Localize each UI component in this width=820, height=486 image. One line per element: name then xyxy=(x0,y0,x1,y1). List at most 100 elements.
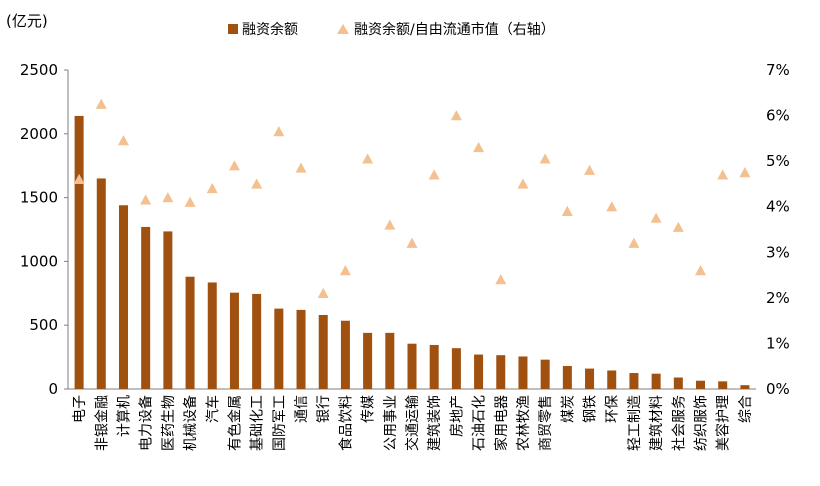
ratio-point xyxy=(628,237,640,248)
ratio-point xyxy=(228,160,240,171)
legend-swatch-triangle xyxy=(337,24,349,34)
bar xyxy=(673,377,683,389)
legend-swatch-bar xyxy=(228,24,238,34)
right-axis-tick-label: 1% xyxy=(766,334,790,352)
bar xyxy=(740,385,750,389)
bar xyxy=(96,178,106,389)
bar xyxy=(496,355,506,389)
category-labels: 电子 非银金融 计算机 电力设备 医药生物 机械设备 汽车 有色金属 基础化工 国防军工 通信 银行食… xyxy=(72,395,754,451)
ratio-point xyxy=(606,201,618,212)
right-axis-tick-label: 0% xyxy=(766,380,790,398)
category-label: 家用电器 xyxy=(493,395,510,451)
bar xyxy=(229,292,239,389)
legend-label-bar: 融资余额 xyxy=(242,21,298,38)
bar-series xyxy=(74,115,750,389)
bar xyxy=(718,381,728,389)
legend: 融资余额 融资余额/自由流通市值（右轴） xyxy=(228,21,555,38)
ratio-point xyxy=(117,135,129,146)
ratio-point xyxy=(450,110,462,121)
left-axis-tick-label: 500 xyxy=(29,316,58,334)
right-axis-tick-label: 5% xyxy=(766,152,790,170)
left-axis-tick-label: 1500 xyxy=(20,189,58,207)
bar xyxy=(585,368,595,389)
bar xyxy=(363,332,373,389)
category-label: 美容护理 xyxy=(715,395,732,451)
bar xyxy=(696,380,706,389)
bar xyxy=(141,226,151,389)
category-label: 轻工制造 xyxy=(627,395,643,451)
ratio-point xyxy=(406,237,418,248)
category-label: 石油石化 xyxy=(472,395,488,451)
category-label: 电力设备 xyxy=(138,395,155,451)
bar xyxy=(318,314,328,389)
category-label: 传媒 xyxy=(361,395,377,423)
bar xyxy=(385,332,395,389)
bar xyxy=(607,370,617,389)
bar xyxy=(540,359,550,389)
bar xyxy=(163,231,173,389)
category-label: 环保 xyxy=(605,395,621,423)
ratio-point xyxy=(517,178,529,189)
axes: 0 500 1000 1500 2000 2500 0% 1% 2% 3% 4% 5% 6% 7% xyxy=(20,61,790,398)
category-label: 社会服务 xyxy=(671,395,687,451)
ratio-point xyxy=(273,126,285,137)
ratio-point xyxy=(140,194,152,205)
ratio-point xyxy=(561,205,573,216)
category-label: 机械设备 xyxy=(182,395,199,451)
bar xyxy=(252,293,262,389)
bar xyxy=(340,320,350,389)
right-axis-tick-label: 6% xyxy=(766,107,790,125)
bar xyxy=(518,356,528,389)
category-label: 公用事业 xyxy=(383,395,399,451)
left-axis-tick-label: 2000 xyxy=(20,125,58,143)
ratio-point xyxy=(73,173,85,185)
category-label: 计算机 xyxy=(116,395,132,437)
ratio-point xyxy=(695,265,707,276)
ratio-point xyxy=(473,141,485,153)
category-label: 建筑装饰 xyxy=(427,395,443,451)
bar xyxy=(296,309,306,389)
ratio-point xyxy=(317,287,329,298)
ratio-point xyxy=(384,219,396,230)
bar xyxy=(274,308,284,389)
ratio-point xyxy=(584,164,596,175)
category-label: 有色金属 xyxy=(226,395,243,451)
bar xyxy=(451,348,461,389)
bar xyxy=(562,366,572,389)
bar xyxy=(185,276,195,389)
category-label: 电子 xyxy=(72,395,88,423)
category-label: 国防军工 xyxy=(272,395,288,451)
ratio-point xyxy=(539,153,551,164)
ratio-series xyxy=(73,98,751,298)
ratio-point xyxy=(362,153,374,164)
left-axis-tick-label: 0 xyxy=(48,380,58,398)
bar xyxy=(207,282,217,389)
ratio-point xyxy=(428,169,440,180)
category-label: 商贸零售 xyxy=(538,395,554,451)
category-label: 综合 xyxy=(738,395,754,423)
legend-label-ratio: 融资余额/自由流通市值（右轴） xyxy=(354,21,555,38)
right-axis-tick-label: 7% xyxy=(766,61,790,79)
category-label: 非银金融 xyxy=(94,395,110,451)
ratio-point xyxy=(739,167,751,178)
category-label: 通信 xyxy=(294,395,310,423)
bar xyxy=(651,373,661,389)
right-axis-tick-label: 4% xyxy=(766,198,790,216)
category-label: 银行 xyxy=(316,395,332,423)
category-label: 房地产 xyxy=(449,395,465,437)
left-axis-tick-label: 1000 xyxy=(20,252,58,270)
category-label: 建筑材料 xyxy=(649,395,665,451)
right-axis-tick-label: 3% xyxy=(766,243,790,261)
category-label: 交通运输 xyxy=(404,395,421,451)
ratio-point xyxy=(206,182,218,194)
ratio-point xyxy=(162,192,174,203)
bar xyxy=(474,354,484,389)
left-axis-unit: (亿元) xyxy=(6,12,48,30)
category-label: 煤炭 xyxy=(560,395,576,423)
category-label: 医药生物 xyxy=(161,395,177,451)
category-label: 农林牧渔 xyxy=(516,395,532,451)
ratio-point xyxy=(717,169,729,180)
ratio-point xyxy=(184,196,196,207)
category-label: 汽车 xyxy=(204,395,221,423)
